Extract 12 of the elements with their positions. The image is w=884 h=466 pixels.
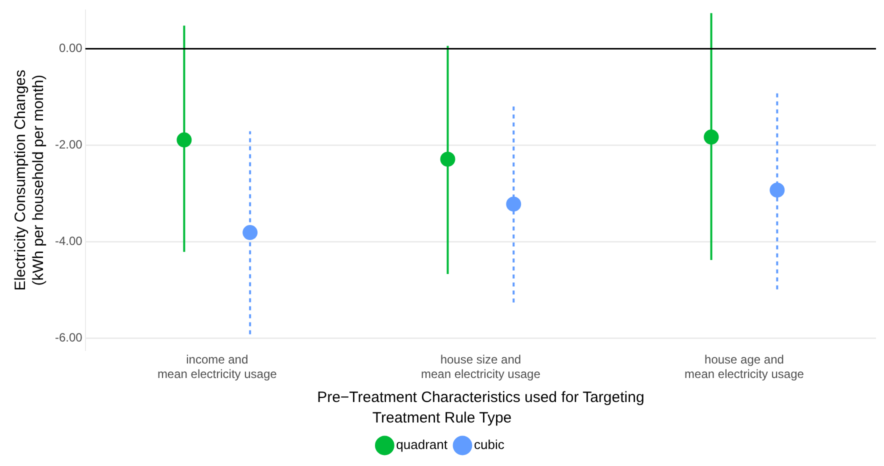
y-axis-title: Electricity Consumption Changes (kWh per household per month): [12, 70, 48, 291]
y-tick-label: -4.00: [54, 234, 83, 248]
legend-title: Treatment Rule Type: [372, 410, 512, 427]
y-tick-label: -2.00: [54, 138, 83, 152]
y-tick-label: 0.00: [58, 41, 83, 56]
legend-label: quadrant: [396, 437, 448, 452]
y-tick-label: -6.00: [54, 330, 83, 344]
legend-label: cubic: [474, 437, 505, 452]
x-axis-title: Pre−Treatment Characteristics used for Targeting: [317, 389, 644, 406]
x-tick-label: house size and mean electricity usage: [420, 352, 541, 382]
x-tick-label: house age and mean electricity usage: [684, 352, 804, 382]
x-tick-label: income and mean electricity usage: [157, 352, 278, 382]
